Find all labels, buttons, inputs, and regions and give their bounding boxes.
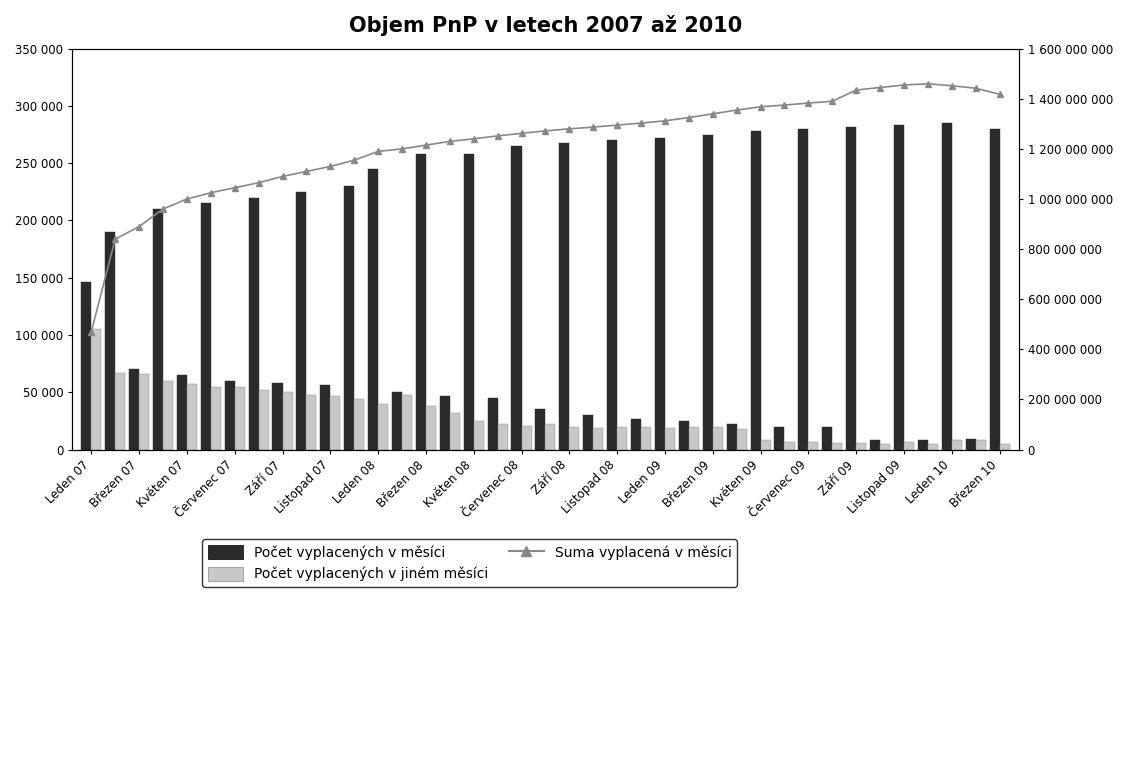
Bar [235,387,245,449]
Bar [737,429,747,449]
Bar [559,143,570,449]
Bar [617,427,627,449]
Bar [880,444,890,449]
Bar [895,125,904,449]
Bar [583,415,593,449]
Bar [631,418,641,449]
Bar [474,421,484,449]
Legend: Počet vyplacených v měsíci, Počet vyplacených v jiném měsíci, Suma vyplacená v m: Počet vyplacených v měsíci, Počet vyplac… [202,540,737,587]
Bar [487,398,497,449]
Bar [846,127,856,449]
Bar [784,442,794,449]
Bar [809,442,819,449]
Bar [344,186,354,449]
Bar [918,440,928,449]
Bar [416,154,426,449]
Bar [570,427,580,449]
Bar [224,381,235,449]
Bar [546,425,555,449]
Bar [641,427,651,449]
Bar [856,442,866,449]
Bar [331,396,341,449]
Bar [870,440,880,449]
Bar [760,440,770,449]
Bar [689,427,699,449]
Bar [942,123,952,449]
Bar [153,209,162,449]
Bar [976,440,986,449]
Bar [989,129,999,449]
Bar [497,425,508,449]
Bar [426,406,435,449]
Bar [928,444,937,449]
Bar [273,383,282,449]
Bar [703,134,713,449]
Bar [464,154,474,449]
Bar [201,203,211,449]
Bar [713,427,723,449]
Bar [162,381,173,449]
Bar [115,373,125,449]
Bar [211,387,221,449]
Bar [282,392,292,449]
Bar [307,394,317,449]
Bar [750,131,760,449]
Bar [320,385,331,449]
Bar [391,392,402,449]
Bar [775,427,784,449]
Bar [450,413,460,449]
Bar [832,442,843,449]
Bar [679,421,689,449]
Bar [655,138,664,449]
Title: Objem PnP v letech 2007 až 2010: Objem PnP v letech 2007 až 2010 [349,15,742,36]
Bar [187,384,197,449]
Bar [129,370,139,449]
Bar [177,375,187,449]
Bar [822,427,832,449]
Bar [258,390,268,449]
Bar [952,440,962,449]
Bar [248,198,258,449]
Bar [593,428,603,449]
Bar [521,425,531,449]
Bar [966,439,976,449]
Bar [664,428,675,449]
Bar [440,396,450,449]
Bar [726,425,737,449]
Bar [81,283,91,449]
Bar [511,146,521,449]
Bar [402,394,412,449]
Bar [378,404,388,449]
Bar [999,444,1010,449]
Bar [536,409,546,449]
Bar [105,232,115,449]
Bar [799,129,809,449]
Bar [607,141,617,449]
Bar [904,442,914,449]
Bar [297,192,307,449]
Bar [354,399,364,449]
Bar [368,169,378,449]
Bar [139,374,149,449]
Bar [91,330,102,449]
